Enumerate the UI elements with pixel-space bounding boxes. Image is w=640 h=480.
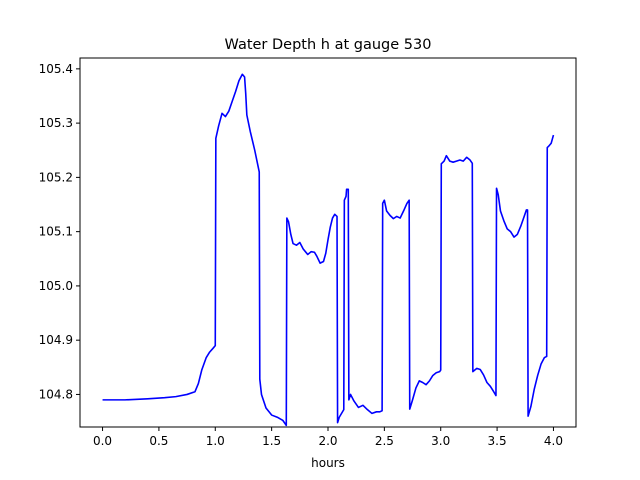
x-tick-label: 1.0: [206, 434, 225, 448]
x-tick-label: 1.5: [262, 434, 281, 448]
y-tick-label: 105.3: [39, 116, 73, 130]
y-tick-label: 105.0: [39, 279, 73, 293]
y-axis: 104.8 104.9 105.0 105.1 105.2 105.3 105.4: [39, 62, 80, 401]
x-axis: 0.0 0.5 1.0 1.5 2.0 2.5 3.0 3.5 4.0: [93, 427, 563, 448]
chart-title: Water Depth h at gauge 530: [225, 37, 432, 53]
x-tick-label: 2.5: [375, 434, 394, 448]
series-line: [102, 73, 555, 427]
x-tick-label: 2.0: [318, 434, 337, 448]
y-tick-label: 105.4: [39, 62, 73, 76]
y-tick-label: 104.9: [39, 333, 73, 347]
y-tick-label: 104.8: [39, 387, 73, 401]
y-tick-label: 105.2: [39, 170, 73, 184]
x-axis-label: hours: [311, 456, 345, 470]
x-tick-label: 4.0: [544, 434, 563, 448]
x-tick-label: 0.0: [93, 434, 112, 448]
x-tick-label: 3.0: [431, 434, 450, 448]
x-tick-label: 3.5: [488, 434, 507, 448]
x-tick-label: 0.5: [149, 434, 168, 448]
y-tick-label: 105.1: [39, 225, 73, 239]
